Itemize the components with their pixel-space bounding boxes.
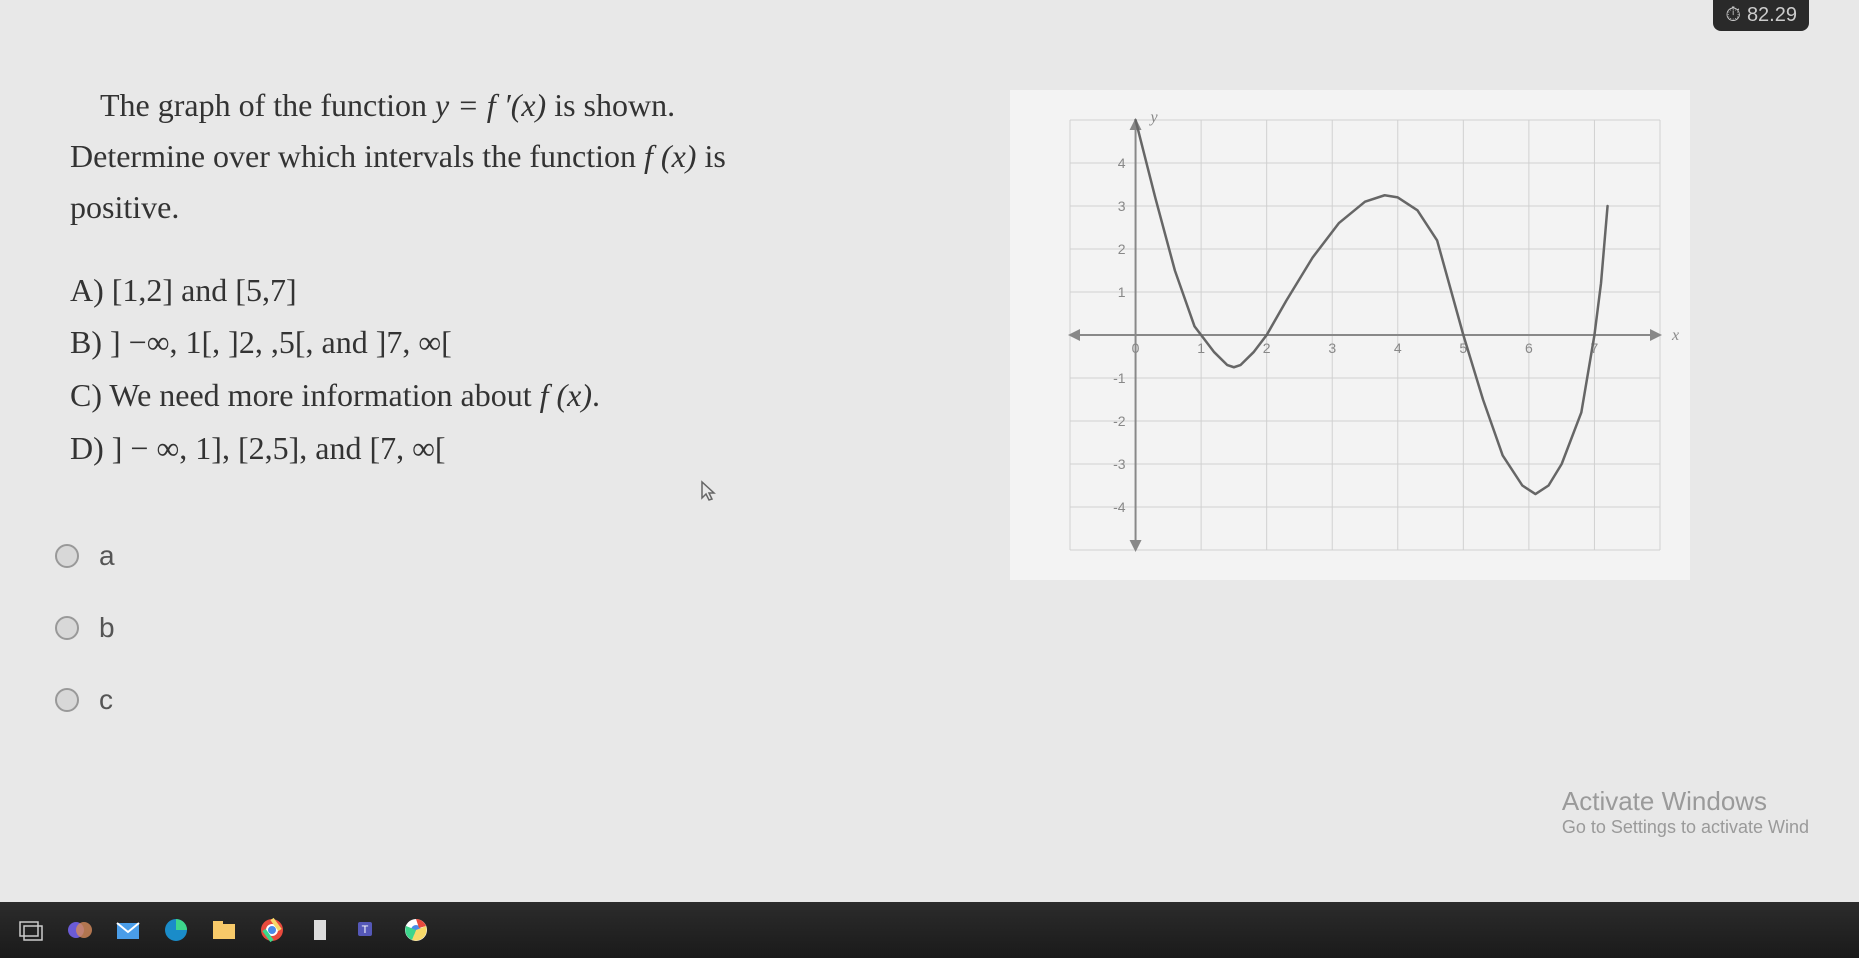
option-b: B) ] −∞, 1[, ]2, ,5[, and ]7, ∞[ (70, 316, 970, 369)
svg-text:T: T (362, 924, 369, 936)
q-line1-suffix: is shown. (546, 87, 675, 123)
opt-c-fx: f (x) (540, 377, 592, 413)
svg-text:3: 3 (1118, 198, 1126, 214)
svg-text:2: 2 (1263, 340, 1271, 356)
answer-options: A) [1,2] and [5,7] B) ] −∞, 1[, ]2, ,5[,… (70, 264, 970, 475)
opt-c-prefix: C) We need more information about (70, 377, 540, 413)
option-c: C) We need more information about f (x). (70, 369, 970, 422)
choice-b-label: b (99, 612, 115, 644)
cursor-icon (700, 480, 720, 510)
svg-text:2: 2 (1118, 241, 1126, 257)
radio-a[interactable] (55, 544, 79, 568)
content-area: The graph of the function y = f ′(x) is … (0, 0, 1859, 585)
svg-text:4: 4 (1394, 340, 1402, 356)
svg-text:-1: -1 (1113, 370, 1126, 386)
taskbar[interactable]: T (0, 902, 1859, 958)
question-block: The graph of the function y = f ′(x) is … (70, 80, 970, 585)
timer-badge: ⏱ 82.29 (1713, 0, 1809, 31)
file-explorer-icon[interactable] (204, 910, 244, 950)
chrome-icon[interactable] (252, 910, 292, 950)
svg-text:y: y (1149, 109, 1159, 126)
watermark-title: Activate Windows (1562, 786, 1809, 817)
edge-icon[interactable] (156, 910, 196, 950)
q-line2-fx: f (x) (644, 138, 696, 174)
choice-list: a b c (55, 540, 115, 756)
svg-text:6: 6 (1525, 340, 1533, 356)
graph-container: 01234567-4-3-2-11234yx (1010, 80, 1710, 585)
opt-c-suffix: . (592, 377, 600, 413)
timer-value: 82.29 (1747, 4, 1797, 27)
mail-icon[interactable] (108, 910, 148, 950)
copilot-icon[interactable] (60, 910, 100, 950)
svg-text:-3: -3 (1113, 456, 1126, 472)
option-d: D) ] − ∞, 1], [2,5], and [7, ∞[ (70, 422, 970, 475)
svg-text:0: 0 (1132, 340, 1140, 356)
choice-c-label: c (99, 684, 113, 716)
teams-icon[interactable]: T (348, 910, 388, 950)
question-line1: The graph of the function y = f ′(x) is … (70, 80, 970, 131)
svg-text:4: 4 (1118, 155, 1126, 171)
svg-text:-4: -4 (1113, 499, 1126, 515)
svg-text:3: 3 (1328, 340, 1336, 356)
svg-text:-2: -2 (1113, 413, 1126, 429)
question-line3: positive. (70, 182, 970, 233)
choice-a[interactable]: a (55, 540, 115, 572)
watermark: Activate Windows Go to Settings to activ… (1562, 786, 1809, 838)
q-line2-suffix: is (696, 138, 725, 174)
choice-a-label: a (99, 540, 115, 572)
svg-text:1: 1 (1118, 284, 1126, 300)
svg-text:x: x (1671, 327, 1679, 344)
clock-icon: ⏱ (1725, 4, 1741, 27)
choice-b[interactable]: b (55, 612, 115, 644)
choice-c[interactable]: c (55, 684, 115, 716)
q-line1-eq: y = f ′(x) (435, 87, 546, 123)
radio-c[interactable] (55, 688, 79, 712)
q-line1-prefix: The graph of the function (100, 87, 435, 123)
q-line2-prefix: Determine over which intervals the funct… (70, 138, 644, 174)
question-line2: Determine over which intervals the funct… (70, 131, 970, 182)
task-view-icon[interactable] (12, 910, 52, 950)
svg-text:1: 1 (1197, 340, 1205, 356)
option-a: A) [1,2] and [5,7] (70, 264, 970, 317)
graph-svg: 01234567-4-3-2-11234yx (1010, 90, 1690, 580)
watermark-sub: Go to Settings to activate Wind (1562, 817, 1809, 838)
question-text: The graph of the function y = f ′(x) is … (70, 80, 970, 234)
chrome-icon-2[interactable] (396, 910, 436, 950)
radio-b[interactable] (55, 616, 79, 640)
app-icon[interactable] (300, 910, 340, 950)
